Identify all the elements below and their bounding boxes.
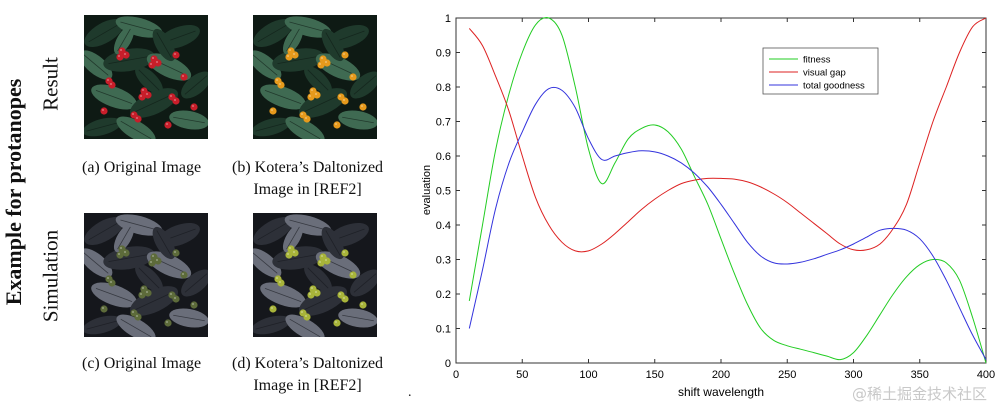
y-axis-ticks: 0 0.1 0.2 0.3 0.4 0.5 0.6 0.7 0.8 0.9 1: [436, 13, 986, 370]
series-line-total-goodness: [468, 86, 987, 360]
caption-d: (d) Kotera’s Daltonized Image in [REF2]: [232, 353, 383, 397]
caption-c-text: (c) Original Image: [82, 355, 202, 372]
y-tick-label: 0.6: [436, 151, 451, 163]
y-tick-label: 0.4: [436, 220, 451, 232]
y-tick-label: 0.2: [436, 289, 451, 301]
watermark: @稀土掘金技术社区: [851, 385, 987, 403]
stray-dot: .: [408, 385, 412, 400]
x-tick-label: 350: [911, 369, 929, 381]
caption-c: (c) Original Image: [82, 353, 201, 375]
x-tick-label: 250: [778, 369, 796, 381]
legend-box: [762, 47, 879, 95]
side-title-text: Example for protanopes: [1, 78, 26, 306]
x-tick-label: 100: [579, 369, 597, 381]
photo-daltonized-simulation: [253, 213, 377, 337]
photo-original-result: [84, 15, 208, 139]
y-tick-label: 0.8: [436, 82, 451, 94]
caption-b: (b) Kotera’s Daltonized Image in [REF2]: [232, 157, 383, 201]
figure-side-title: Example for protanopes: [1, 79, 26, 306]
x-tick-label: 300: [844, 369, 862, 381]
photo-original-simulation: [84, 213, 208, 337]
series-line-fitness: [468, 17, 987, 364]
y-tick-label: 0.7: [436, 117, 451, 129]
x-axis-ticks: 0 50 100 150 200 250 300 350 400: [453, 18, 995, 381]
plot-area: [455, 17, 987, 364]
caption-d-line1: (d) Kotera’s Daltonized: [232, 355, 384, 372]
legend-label-fitness: fitness: [803, 55, 831, 66]
caption-a: (a) Original Image: [82, 157, 201, 179]
photo-daltonized-result: [253, 15, 377, 139]
series-group: [468, 17, 987, 364]
caption-a-text: (a) Original Image: [82, 159, 202, 176]
legend: fitness visual gap total goodness: [762, 47, 879, 95]
caption-b-line2: Image in [REF2]: [253, 181, 362, 198]
legend-label-visual-gap: visual gap: [803, 68, 846, 79]
y-tick-label: 0.3: [436, 255, 451, 267]
x-axis-label: shift wavelength: [678, 385, 764, 399]
x-tick-label: 50: [516, 369, 528, 381]
x-tick-label: 200: [712, 369, 730, 381]
caption-d-line2: Image in [REF2]: [253, 377, 362, 394]
y-tick-label: 0.1: [436, 324, 451, 336]
x-tick-label: 150: [646, 369, 664, 381]
y-tick-label: 1: [445, 13, 451, 25]
legend-label-total-goodness: total goodness: [803, 81, 865, 92]
row-label-simulation: Simulation: [36, 230, 66, 322]
series-line-visual-gap: [468, 17, 987, 253]
y-axis-label: evaluation: [421, 165, 433, 215]
row-label-simulation-text: Simulation: [38, 229, 63, 323]
x-tick-label: 0: [453, 369, 459, 381]
y-tick-label: 0: [445, 358, 451, 370]
caption-b-line1: (b) Kotera’s Daltonized: [232, 159, 384, 176]
y-tick-label: 0.5: [436, 186, 451, 198]
x-tick-label: 400: [977, 369, 995, 381]
evaluation-line-chart: 0 0.1 0.2 0.3 0.4 0.5 0.6 0.7 0.8 0.9 1 0 50 100 150 2…: [421, 13, 995, 399]
row-label-result-text: Result: [38, 57, 63, 111]
y-tick-label: 0.9: [436, 48, 451, 60]
row-label-result: Result: [36, 57, 66, 111]
